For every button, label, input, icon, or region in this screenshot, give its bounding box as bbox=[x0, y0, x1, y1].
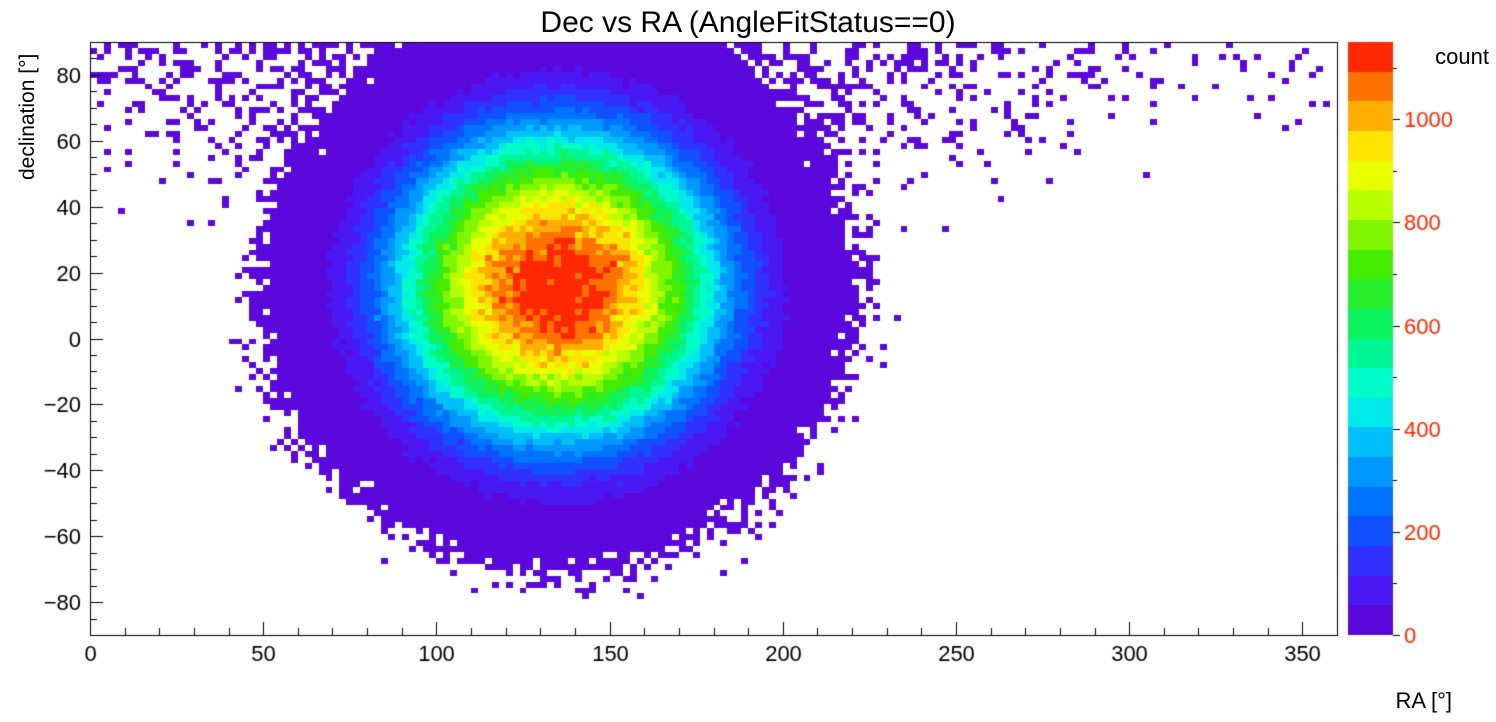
x-axis-title: RA [°] bbox=[1395, 688, 1452, 713]
chart-title: Dec vs RA (AngleFitStatus==0) bbox=[540, 6, 956, 39]
y-axis-title: declination [°] bbox=[16, 53, 39, 180]
colorbar-title: count bbox=[1435, 44, 1489, 69]
